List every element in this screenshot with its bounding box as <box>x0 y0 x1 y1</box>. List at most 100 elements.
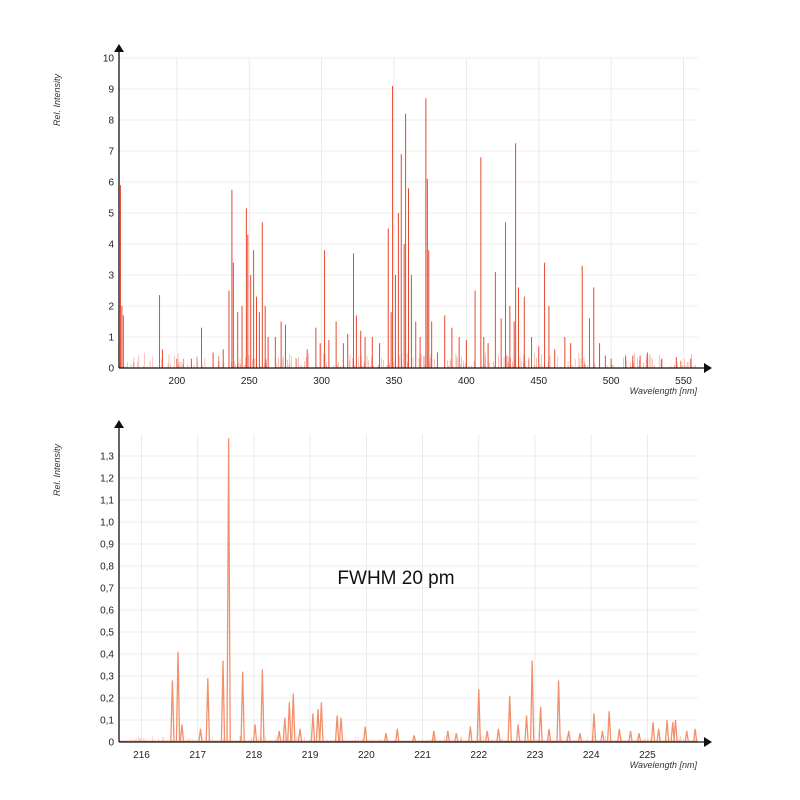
bottom-ytick-label: 1,0 <box>100 518 114 529</box>
top-chart-lines <box>119 85 696 368</box>
bottom-spectral-peak <box>507 695 512 743</box>
top-xtick-label: 400 <box>458 376 475 387</box>
bottom-xtick-label: 223 <box>527 750 544 761</box>
top-ytick-label: 10 <box>103 54 115 65</box>
bottom-xtick-label: 218 <box>246 750 263 761</box>
bottom-spectral-peak <box>664 719 670 743</box>
bottom-chart-axes <box>114 420 712 747</box>
top-x-axis-arrow <box>704 363 712 373</box>
bottom-spectral-peak <box>591 713 597 743</box>
bottom-spectral-peak <box>170 680 175 743</box>
top-ytick-label: 6 <box>108 178 114 189</box>
bottom-spectral-peak <box>175 651 181 743</box>
bottom-spectral-peak <box>454 733 459 743</box>
bottom-spectral-peak <box>600 730 605 743</box>
top-ytick-label: 1 <box>108 333 114 344</box>
bottom-ytick-label: 0,3 <box>100 672 114 683</box>
top-xtick-label: 500 <box>603 376 620 387</box>
bottom-spectral-peak <box>260 669 265 743</box>
top-spectrum-chart: 0 1 2 3 4 5 6 7 8 9 10 200 250 300 350 400 450 500 550 Wav… <box>52 44 712 396</box>
bottom-chart-ylabel: Rel. Intensity <box>52 443 62 496</box>
top-xtick-label: 450 <box>530 376 547 387</box>
bottom-spectral-peak <box>411 735 417 743</box>
bottom-spectral-peak <box>656 728 661 743</box>
bottom-chart-lines <box>119 438 698 743</box>
bottom-spectral-peak <box>476 689 482 743</box>
bottom-spectral-peak <box>282 717 288 743</box>
top-ytick-label: 2 <box>108 302 114 313</box>
top-y-axis-arrow <box>114 44 124 52</box>
top-chart-ylabel: Rel. Intensity <box>52 73 62 126</box>
bottom-spectral-peak <box>628 730 633 743</box>
bottom-spectral-peak <box>556 680 561 743</box>
fwhm-annotation: FWHM 20 pm <box>337 568 454 589</box>
bottom-spectral-peak <box>198 728 203 743</box>
bottom-spectral-peak <box>297 728 303 743</box>
bottom-spectral-peak <box>496 728 501 743</box>
bottom-xtick-label: 221 <box>414 750 431 761</box>
top-xtick-label: 350 <box>386 376 403 387</box>
bottom-spectral-peak <box>334 715 340 743</box>
bottom-xtick-label: 222 <box>470 750 487 761</box>
bottom-spectral-peak <box>383 733 389 743</box>
bottom-spectral-peak <box>484 730 490 743</box>
bottom-spectral-peak <box>338 717 344 743</box>
bottom-ytick-label: 0,2 <box>100 694 114 705</box>
bottom-chart-xlabel: Wavelength [nm] <box>630 760 698 770</box>
bottom-xtick-label: 220 <box>358 750 375 761</box>
bottom-spectral-peak <box>252 724 258 743</box>
bottom-spectral-peak <box>515 724 521 743</box>
bottom-spectral-peak <box>226 438 231 743</box>
bottom-xtick-label: 224 <box>583 750 600 761</box>
bottom-x-axis-arrow <box>704 737 712 747</box>
bottom-ytick-label: 0,1 <box>100 716 114 727</box>
bottom-spectral-peak <box>287 702 292 743</box>
top-ytick-label: 9 <box>108 85 114 96</box>
bottom-ytick-label: 0,4 <box>100 650 114 661</box>
top-ytick-label: 8 <box>108 116 114 127</box>
bottom-ytick-label: 0,5 <box>100 628 114 639</box>
bottom-spectral-peak <box>468 726 473 743</box>
top-chart-axes <box>114 44 712 373</box>
bottom-spectral-peak <box>546 728 552 743</box>
bottom-ytick-label: 0,7 <box>100 584 114 595</box>
bottom-xtick-label: 217 <box>189 750 206 761</box>
bottom-xtick-label: 219 <box>302 750 319 761</box>
bottom-xtick-label: 225 <box>639 750 656 761</box>
bottom-ytick-label: 0 <box>108 738 114 749</box>
bottom-spectral-peak <box>692 728 698 743</box>
bottom-spectral-peak <box>529 660 535 743</box>
top-chart-tick-labels: 0 1 2 3 4 5 6 7 8 9 10 200 250 300 350 400 450 500 550 <box>103 54 692 388</box>
bottom-spectral-peak <box>291 693 296 743</box>
bottom-spectral-peak <box>276 730 282 743</box>
bottom-ytick-label: 0,9 <box>100 540 114 551</box>
top-xtick-label: 250 <box>241 376 258 387</box>
bottom-spectral-peak <box>606 711 612 743</box>
bottom-ytick-label: 1,3 <box>100 452 114 463</box>
bottom-spectral-peak <box>179 724 185 743</box>
top-ytick-label: 0 <box>108 364 114 375</box>
bottom-spectral-peak <box>538 706 543 743</box>
bottom-ytick-label: 0,6 <box>100 606 114 617</box>
top-xtick-label: 550 <box>675 376 692 387</box>
bottom-spectral-peak <box>220 660 226 743</box>
top-ytick-label: 7 <box>108 147 114 158</box>
bottom-xtick-label: 216 <box>133 750 150 761</box>
bottom-spectral-peak <box>445 730 451 743</box>
bottom-spectral-peak <box>310 713 316 743</box>
bottom-y-axis-arrow <box>114 420 124 428</box>
bottom-spectral-peak <box>431 730 437 743</box>
top-ytick-label: 4 <box>108 240 114 251</box>
bottom-spectral-peak <box>617 728 622 743</box>
bottom-spectral-peak <box>362 726 368 743</box>
bottom-spectral-peak <box>566 730 571 743</box>
top-xtick-label: 300 <box>313 376 330 387</box>
top-xtick-label: 200 <box>169 376 186 387</box>
bottom-spectral-peak <box>395 728 400 743</box>
top-chart-xlabel: Wavelength [nm] <box>630 386 698 396</box>
bottom-ytick-label: 1,1 <box>100 496 114 507</box>
bottom-spectral-peak <box>524 715 529 743</box>
bottom-spectral-peak <box>315 708 321 743</box>
bottom-spectral-peak <box>684 730 690 743</box>
